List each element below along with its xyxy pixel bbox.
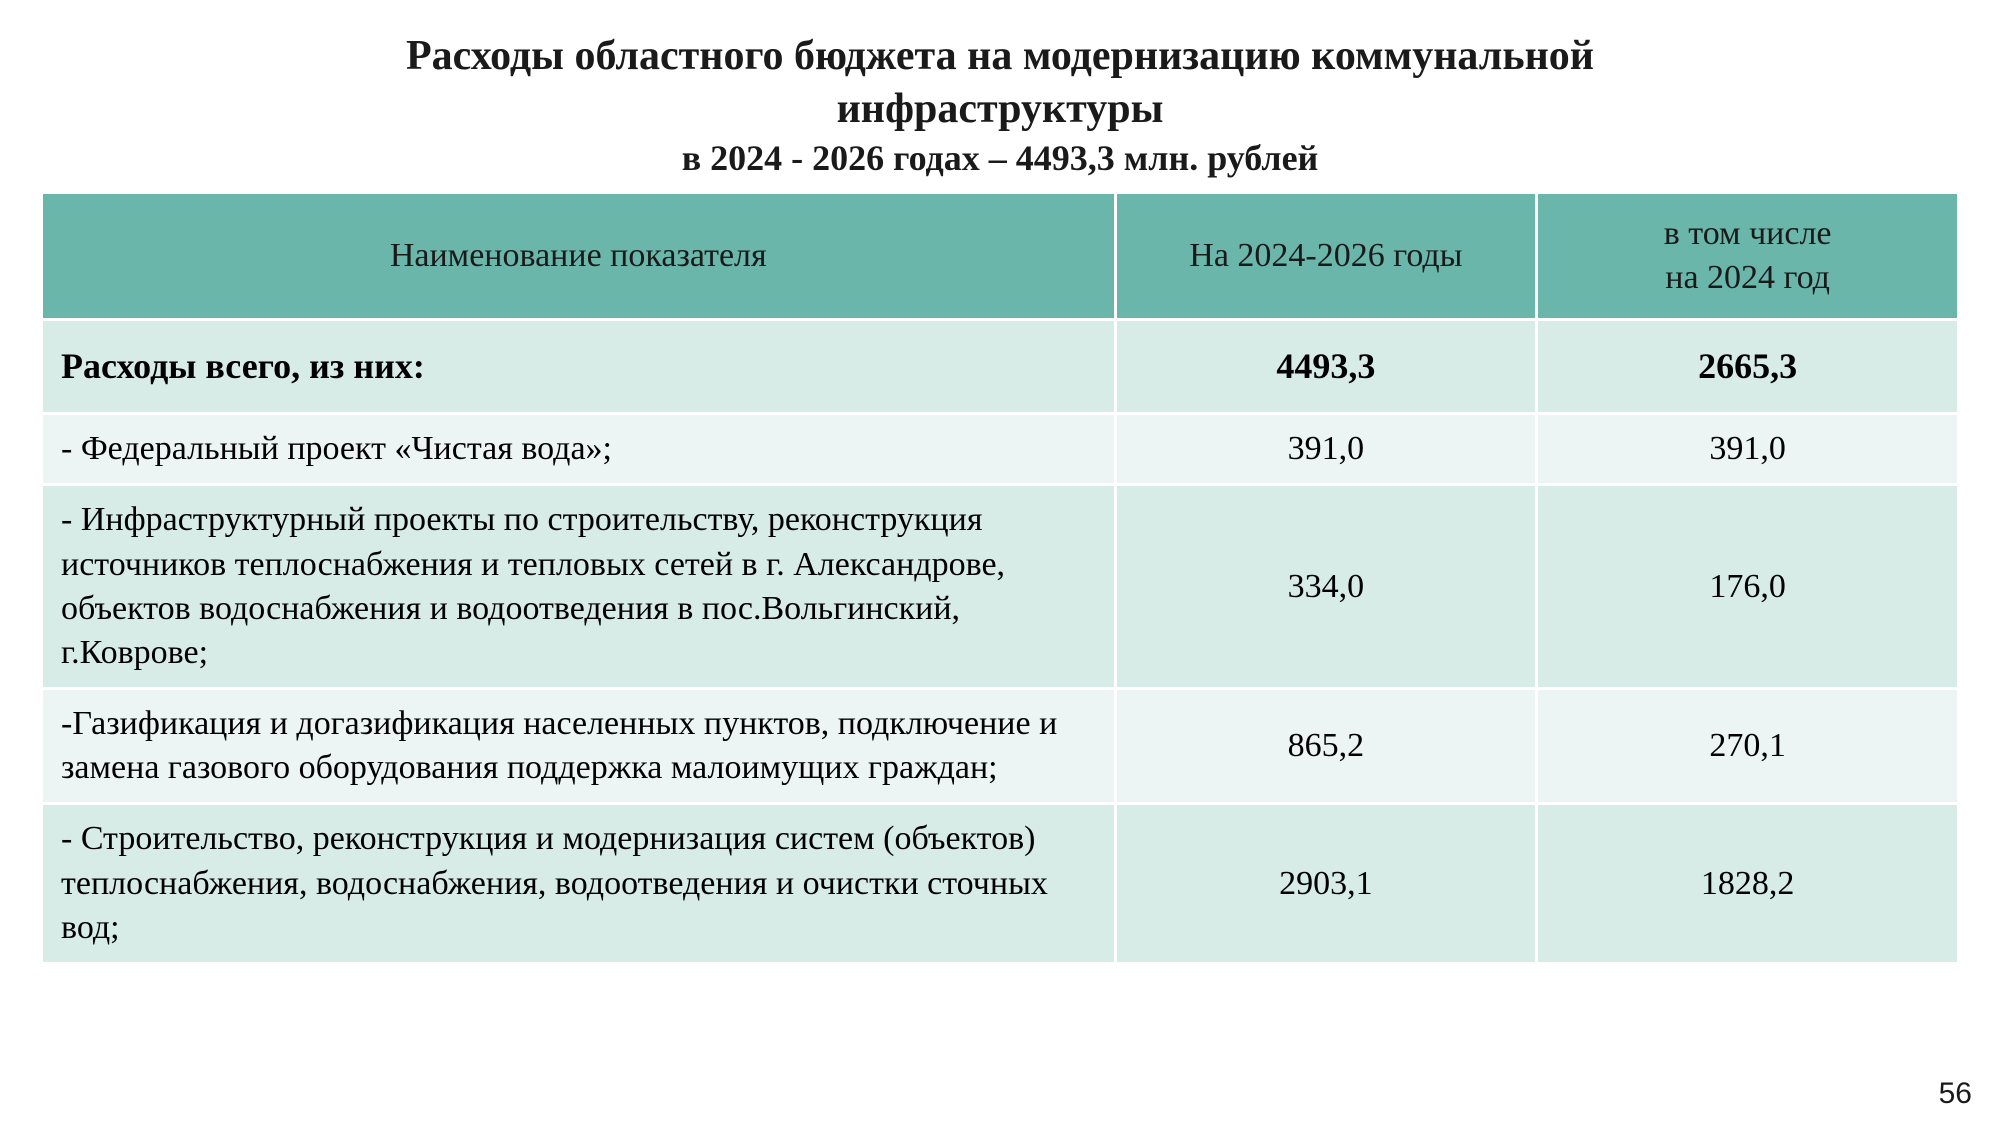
total-label: Расходы всего, из них: [42, 320, 1116, 414]
row-year: 176,0 [1537, 485, 1959, 689]
header-year-line1: в том числе [1664, 215, 1832, 252]
table-body: Расходы всего, из них: 4493,3 2665,3 - Ф… [42, 320, 1959, 964]
header-name: Наименование показателя [42, 193, 1116, 320]
table-total-row: Расходы всего, из них: 4493,3 2665,3 [42, 320, 1959, 414]
header-year-line2: на 2024 год [1665, 259, 1830, 296]
header-period: На 2024-2026 годы [1115, 193, 1537, 320]
budget-table-container: Наименование показателя На 2024-2026 год… [40, 191, 1960, 965]
total-year: 2665,3 [1537, 320, 1959, 414]
row-year: 391,0 [1537, 414, 1959, 485]
table-row: - Инфраструктурный проекты по строительс… [42, 485, 1959, 689]
row-label: - Федеральный проект «Чистая вода»; [42, 414, 1116, 485]
table-row: - Федеральный проект «Чистая вода»; 391,… [42, 414, 1959, 485]
row-label: -Газификация и догазификация населенных … [42, 689, 1116, 804]
row-year: 1828,2 [1537, 804, 1959, 964]
row-label: - Инфраструктурный проекты по строительс… [42, 485, 1116, 689]
row-period: 334,0 [1115, 485, 1537, 689]
row-period: 865,2 [1115, 689, 1537, 804]
header-year: в том числе на 2024 год [1537, 193, 1959, 320]
table-row: -Газификация и догазификация населенных … [42, 689, 1959, 804]
table-row: - Строительство, реконструкция и модерни… [42, 804, 1959, 964]
row-period: 391,0 [1115, 414, 1537, 485]
title-block: Расходы областного бюджета на модернизац… [40, 30, 1960, 179]
budget-table: Наименование показателя На 2024-2026 год… [40, 191, 1960, 965]
table-header-row: Наименование показателя На 2024-2026 год… [42, 193, 1959, 320]
row-period: 2903,1 [1115, 804, 1537, 964]
title-line2: инфраструктуры [40, 83, 1960, 136]
total-period: 4493,3 [1115, 320, 1537, 414]
row-year: 270,1 [1537, 689, 1959, 804]
title-line1: Расходы областного бюджета на модернизац… [40, 30, 1960, 83]
title-subtitle: в 2024 - 2026 годах – 4493,3 млн. рублей [40, 137, 1960, 179]
row-label: - Строительство, реконструкция и модерни… [42, 804, 1116, 964]
page-number: 56 [1939, 1077, 1972, 1111]
